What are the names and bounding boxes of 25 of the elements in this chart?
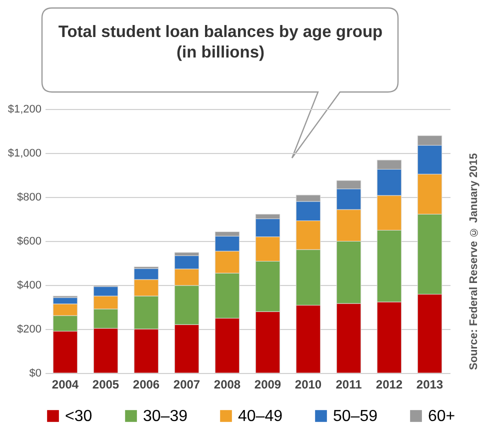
y-tick-label: $200	[17, 324, 42, 336]
x-tick-label: 2008	[214, 378, 241, 392]
x-tick-label: 2007	[173, 378, 200, 392]
x-tick-label: 2006	[132, 378, 160, 392]
legend-label: 30–39	[143, 408, 188, 425]
legend-label: <30	[65, 408, 92, 425]
x-tick-label: 2009	[254, 378, 282, 392]
x-tick-label: 2010	[294, 378, 322, 392]
x-tick-label: 2013	[416, 378, 444, 392]
y-tick-label: $1,200	[8, 104, 42, 116]
y-tick-label: $0	[29, 368, 42, 380]
x-tick-label: 2004	[52, 378, 79, 392]
y-tick-label: $1,000	[8, 148, 42, 160]
chart-subtitle: (in billions)	[176, 44, 264, 62]
legend-label: 60+	[428, 408, 456, 425]
chart-title: Total student loan balances by age group	[58, 23, 383, 41]
legend-label: 40–49	[238, 408, 283, 425]
x-tick-label: 2011	[336, 378, 362, 392]
y-tick-label: $400	[17, 280, 42, 292]
y-tick-label: $600	[17, 236, 42, 248]
x-tick-label: 2012	[376, 378, 403, 392]
legend-label: 50–59	[333, 408, 378, 425]
source-note: Source: Federal Reserve © January 2015	[468, 152, 481, 370]
x-tick-label: 2005	[92, 378, 120, 392]
y-tick-label: $800	[17, 192, 42, 204]
